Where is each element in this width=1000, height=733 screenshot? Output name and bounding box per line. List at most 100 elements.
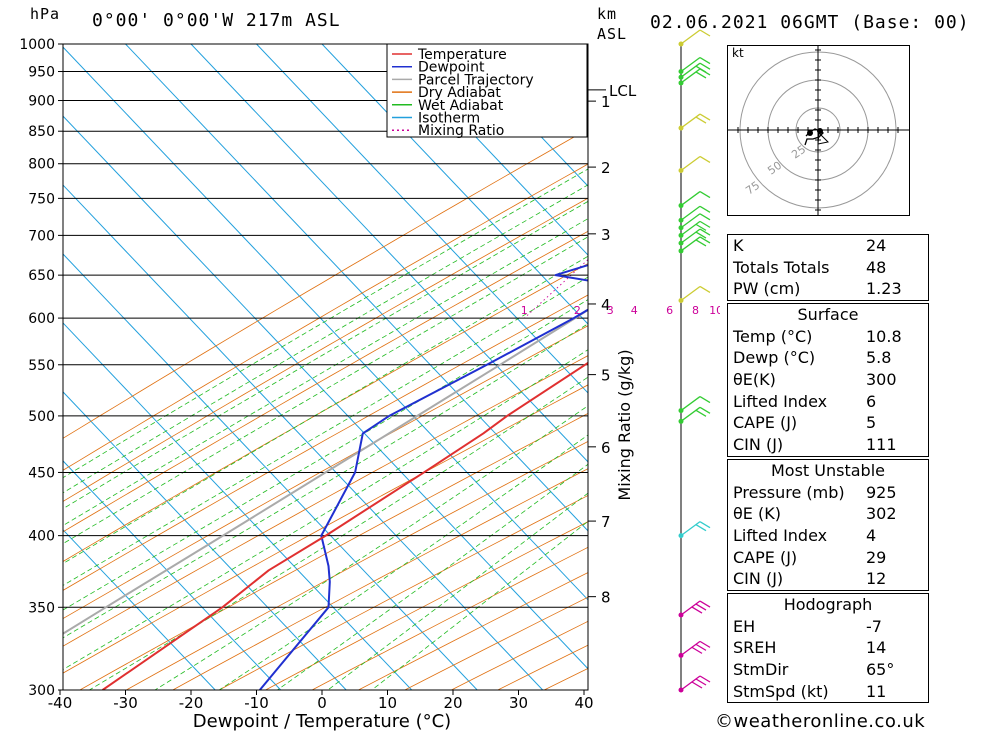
wind-barb-flag <box>691 646 703 654</box>
km-label: 6 <box>601 439 611 457</box>
pressure-label: 700 <box>28 228 55 244</box>
indices-basic-panel: K 24 Totals Totals 48 PW (cm) 1.23 <box>727 234 929 302</box>
wind-barb-staff <box>680 113 701 129</box>
wind-barb <box>680 56 711 73</box>
wind-barb <box>680 600 711 616</box>
index-label: K <box>733 236 744 255</box>
index-row-pw: PW (cm) 1.23 <box>728 278 928 300</box>
wind-barb-staff <box>680 236 701 252</box>
wind-barb <box>680 640 711 656</box>
index-label: Pressure (mb) <box>733 482 845 502</box>
wind-barb <box>680 521 711 537</box>
km-label: km <box>597 5 618 23</box>
dry-adiabat-line <box>265 521 588 690</box>
dry-adiabat-line <box>63 325 588 619</box>
index-value: 6 <box>866 391 877 411</box>
parcel-trajectory-line <box>63 308 588 635</box>
pressure-label: 800 <box>28 157 55 173</box>
index-value: 11 <box>866 681 887 701</box>
x-tick-label: 0 <box>317 694 327 712</box>
wind-barb <box>680 68 711 84</box>
index-label: PW (cm) <box>733 279 801 299</box>
pressure-label: 550 <box>28 358 55 374</box>
mixing-ratio-line <box>696 44 721 318</box>
wind-barb <box>680 396 711 412</box>
wet-adiabat-line <box>89 376 588 690</box>
km-label: 2 <box>601 159 611 177</box>
pressure-label: 400 <box>28 529 55 545</box>
index-label: StmSpd (kt) <box>733 681 829 701</box>
wind-barb-staff <box>680 205 701 221</box>
dry-adiabat-line <box>684 44 720 690</box>
location-title: 0°00' 0°00'W 217m ASL <box>92 10 341 31</box>
wind-barb-staff <box>680 406 701 422</box>
x-tick-label: -30 <box>113 694 138 712</box>
index-value: 111 <box>866 435 897 455</box>
temperature-line <box>102 361 588 690</box>
index-label: SREH <box>733 638 777 658</box>
pressure-label: 900 <box>28 94 55 110</box>
plot-frame <box>62 43 589 691</box>
legend-label: Parcel Trajectory <box>418 72 534 88</box>
mixing-ratio-title: Mixing Ratio (g/kg) <box>615 349 634 500</box>
km-label: 3 <box>601 226 611 244</box>
wind-barb-flag <box>695 524 707 532</box>
wind-barb-flag <box>699 640 711 648</box>
index-label: EH <box>733 616 756 636</box>
mixing-ratio-line <box>634 44 720 318</box>
credit-link[interactable]: ©weatheronline.co.uk <box>715 711 926 732</box>
mixing-ratio-label: 2 <box>574 304 581 317</box>
index-label: CIN (J) <box>733 569 784 589</box>
km-label: 1 <box>601 93 611 111</box>
index-value: 302 <box>866 504 897 524</box>
surface-row: θE(K) 300 <box>728 369 928 391</box>
hodograph-row: SREH 14 <box>728 637 928 659</box>
wind-barb-staff <box>680 155 701 172</box>
legend-label: Temperature <box>417 47 507 63</box>
wind-barb-flag <box>695 65 707 73</box>
index-value: 4 <box>866 526 877 546</box>
dry-adiabat-line <box>404 596 588 690</box>
surface-row: CAPE (J) 5 <box>728 412 928 434</box>
wind-barb-flag <box>699 155 711 164</box>
index-value: 29 <box>866 547 887 567</box>
index-label: CIN (J) <box>733 435 784 455</box>
most-unstable-title: Most Unstable <box>771 461 885 480</box>
wind-barb-flag <box>699 205 711 213</box>
mixing-ratio-label: 10 <box>709 304 720 317</box>
index-value: 925 <box>866 482 897 502</box>
indices-surface-panel: Surface Temp (°C) 10.8 Dewp (°C) 5.8 θE(K)… <box>727 303 929 457</box>
isotherm-line <box>452 44 588 187</box>
dry-adiabat-line <box>637 44 720 690</box>
wind-barb <box>680 236 711 252</box>
isotherm-line <box>63 46 588 601</box>
wet-adiabat-line <box>219 434 588 690</box>
wind-barb-flag <box>695 116 707 124</box>
datetime-title: 02.06.2021 06GMT (Base: 00) <box>650 12 970 33</box>
x-tick-label: 20 <box>443 694 462 712</box>
km-label: 4 <box>601 296 611 314</box>
index-value: 48 <box>866 257 887 277</box>
wind-barb <box>680 285 711 302</box>
index-label: CAPE (J) <box>733 547 798 567</box>
isotherm-line <box>190 44 588 463</box>
x-tick-label: 30 <box>509 694 528 712</box>
wind-barb-flag <box>699 675 711 683</box>
index-label: θE (K) <box>733 504 781 524</box>
wind-barb <box>680 191 711 207</box>
dry-adiabat-line <box>451 620 588 690</box>
wind-barb-flag <box>699 191 711 199</box>
most-unstable-row: θE (K) 302 <box>728 503 928 525</box>
legend-label: Wet Adiabat <box>418 98 504 114</box>
dry-adiabat-line <box>219 495 588 690</box>
dewpoint-line <box>259 264 588 690</box>
wind-barb-flag <box>699 62 711 70</box>
isotherm-line <box>125 44 588 532</box>
wind-barb-flag <box>699 600 711 608</box>
wind-barb-staff <box>680 640 701 656</box>
wind-barb-flag <box>695 231 707 239</box>
wind-barb <box>680 62 711 78</box>
legend-label: Isotherm <box>418 111 480 127</box>
wind-barb-staff <box>680 29 701 45</box>
km-label: 7 <box>601 513 611 531</box>
